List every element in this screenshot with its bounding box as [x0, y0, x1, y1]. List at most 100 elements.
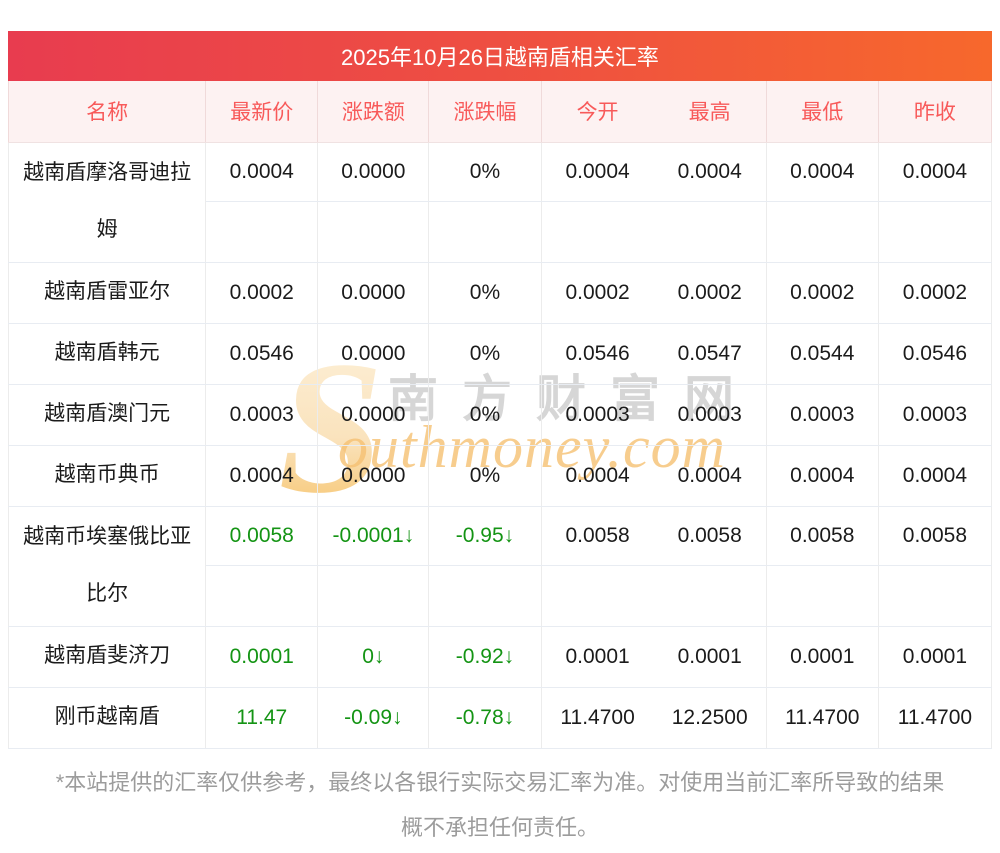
cell-change-pct: 0% — [428, 262, 542, 324]
cell-low: 11.4700 — [766, 687, 879, 749]
cell-change: -0.0001↓ — [317, 506, 430, 566]
disclaimer: *本站提供的汇率仅供参考，最终以各银行实际交易汇率为准。对使用当前汇率所导致的结… — [0, 760, 1000, 850]
cell-open: 0.0001 — [565, 644, 630, 668]
cell-prev-close: 0.0003 — [878, 384, 993, 446]
cell-name: 越南盾澳门元 — [7, 384, 207, 446]
cell-high: 0.0002 — [677, 280, 742, 304]
header-name: 名称 — [7, 81, 207, 143]
cell-high: 0.0001 — [677, 644, 742, 668]
cell-change: 0↓ — [317, 626, 430, 688]
table-row: 越南币埃塞俄比亚比尔 0.0058 -0.0001↓ -0.95↓ 0.0058 0.00… — [7, 506, 993, 627]
cell-prev-close: 11.4700 — [878, 687, 993, 749]
cell-change-pct: -0.92↓ — [428, 626, 542, 688]
cell-prev-close: 0.0058 — [878, 506, 993, 566]
cell-open-high: 0.0003 0.0003 — [541, 384, 767, 446]
cell-change: 0.0000 — [317, 445, 430, 507]
cell-high: 0.0003 — [677, 402, 742, 426]
cell-change: 0.0000 — [317, 384, 430, 446]
cell-change: 0.0000 — [317, 323, 430, 385]
cell-high: 0.0058 — [677, 523, 742, 547]
rates-table: 名称 最新价 涨跌额 涨跌幅 今开 最高 最低 昨收 越南盾摩洛哥迪拉姆 0.000… — [7, 81, 993, 749]
cell-name: 刚币越南盾 — [7, 687, 207, 749]
cell-name: 越南盾斐济刀 — [7, 626, 207, 688]
cell-low: 0.0001 — [766, 626, 879, 688]
spacer-cell — [317, 565, 430, 627]
cell-open: 0.0546 — [565, 341, 630, 365]
cell-latest: 0.0004 — [205, 142, 319, 202]
spacer-cell — [878, 565, 993, 627]
cell-latest: 0.0546 — [205, 323, 319, 385]
spacer-cell — [205, 201, 319, 263]
header-latest: 最新价 — [205, 81, 319, 143]
header-prev-close: 昨收 — [878, 81, 993, 143]
cell-open-high: 0.0001 0.0001 — [541, 626, 767, 688]
cell-prev-close: 0.0002 — [878, 262, 993, 324]
header-change: 涨跌额 — [317, 81, 430, 143]
cell-open-high: 0.0002 0.0002 — [541, 262, 767, 324]
disclaimer-line-2: 概不承担任何责任。 — [400, 815, 599, 841]
rates-table-container: S 南方财富网 outhmoney.com 名称 最新价 涨跌额 涨跌幅 今开最… — [7, 81, 993, 749]
cell-change-pct: -0.95↓ — [428, 506, 542, 566]
table-header-row: 名称 最新价 涨跌额 涨跌幅 今开 最高 最低 昨收 — [7, 81, 993, 143]
spacer-cell — [317, 201, 430, 263]
spacer-cell — [766, 565, 879, 627]
header-change-pct: 涨跌幅 — [428, 81, 542, 143]
table-row: 越南盾韩元 0.0546 0.0000 0% 0.0546 0.0547 0.0544 0.0… — [7, 323, 993, 385]
cell-latest: 0.0004 — [205, 445, 319, 507]
cell-open-high: 0.0058 0.0058 — [541, 506, 767, 566]
cell-name: 越南盾韩元 — [7, 323, 207, 385]
header-high: 最高 — [688, 101, 731, 125]
table-row: 越南盾斐济刀 0.0001 0↓ -0.92↓ 0.0001 0.0001 0.0001 0.… — [7, 626, 993, 688]
cell-name: 越南币典币 — [7, 445, 207, 507]
cell-prev-close: 0.0546 — [878, 323, 993, 385]
spacer-cell — [428, 201, 542, 263]
cell-open: 0.0002 — [565, 280, 630, 304]
cell-high: 0.0004 — [677, 463, 742, 487]
cell-change-pct: 0% — [428, 323, 542, 385]
cell-change-pct: 0% — [428, 384, 542, 446]
spacer-cell — [205, 565, 319, 627]
spacer-cell — [878, 201, 993, 263]
cell-high: 0.0547 — [677, 341, 742, 365]
cell-low: 0.0058 — [766, 506, 879, 566]
page-title: 2025年10月26日越南盾相关汇率 — [8, 31, 992, 81]
cell-low: 0.0003 — [766, 384, 879, 446]
cell-low: 0.0004 — [766, 445, 879, 507]
header-low: 最低 — [766, 81, 879, 143]
cell-latest: 0.0001 — [205, 626, 319, 688]
cell-name: 越南盾雷亚尔 — [7, 262, 207, 324]
cell-open-high: 0.0546 0.0547 — [541, 323, 767, 385]
table-row-spacer — [9, 201, 993, 263]
header-open: 今开 — [576, 101, 619, 125]
cell-open: 0.0003 — [565, 402, 630, 426]
cell-latest: 0.0058 — [205, 506, 319, 566]
cell-change: -0.09↓ — [317, 687, 430, 749]
table-row: 越南币典币 0.0004 0.0000 0% 0.0004 0.0004 0.0004 0.0… — [7, 445, 993, 507]
cell-low: 0.0002 — [766, 262, 879, 324]
cell-change-pct: 0% — [428, 445, 542, 507]
cell-prev-close: 0.0004 — [878, 445, 993, 507]
cell-open: 11.4700 — [560, 705, 635, 729]
cell-prev-close: 0.0004 — [878, 142, 993, 202]
spacer-cell — [766, 201, 879, 263]
cell-open-high: 0.0004 0.0004 — [541, 142, 767, 202]
cell-change-pct: 0% — [428, 142, 542, 202]
cell-change: 0.0000 — [317, 142, 430, 202]
table-row: 越南盾摩洛哥迪拉姆 0.0004 0.0000 0% 0.0004 0.0004 0.000… — [7, 142, 993, 263]
cell-latest: 11.47 — [205, 687, 319, 749]
table-row: 越南盾澳门元 0.0003 0.0000 0% 0.0003 0.0003 0.0003 0.… — [7, 384, 993, 446]
cell-change: 0.0000 — [317, 262, 430, 324]
cell-low: 0.0544 — [766, 323, 879, 385]
cell-high: 0.0004 — [677, 159, 742, 183]
cell-open: 0.0004 — [565, 463, 630, 487]
table-row: 越南盾雷亚尔 0.0002 0.0000 0% 0.0002 0.0002 0.0002 0.… — [7, 262, 993, 324]
rates-tbody: 越南盾摩洛哥迪拉姆 0.0004 0.0000 0% 0.0004 0.0004 0.000… — [7, 142, 993, 749]
spacer-cell — [541, 201, 767, 263]
cell-open-high: 11.4700 12.2500 — [541, 687, 767, 749]
disclaimer-line-1: *本站提供的汇率仅供参考，最终以各银行实际交易汇率为准。对使用当前汇率所导致的结… — [55, 770, 945, 795]
cell-high: 12.2500 — [671, 705, 748, 729]
spacer-cell — [541, 565, 767, 627]
cell-name: 越南盾摩洛哥迪拉姆 — [7, 142, 207, 263]
cell-low: 0.0004 — [766, 142, 879, 202]
